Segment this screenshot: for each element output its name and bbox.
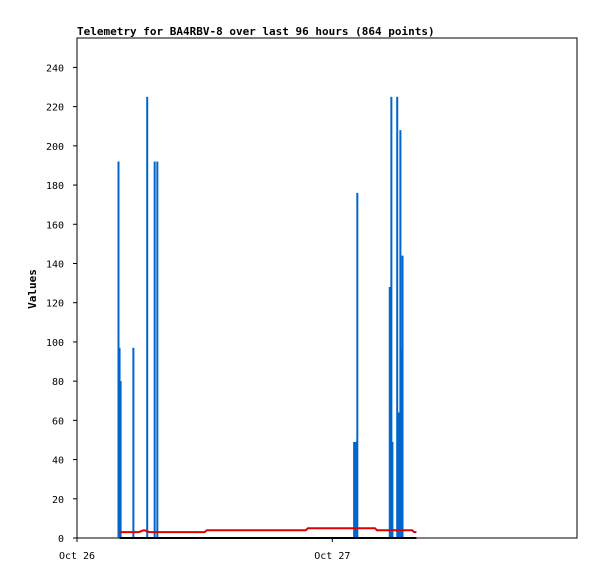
data-bar: [390, 96, 393, 538]
y-tick-label: 80: [52, 377, 64, 388]
y-axis: 0 20 40 60 80 100 120 140 160 180 200 220 240: [46, 63, 77, 545]
data-bar: [156, 161, 159, 538]
chart-title: Telemetry for BA4RBV-8 over last 96 hour…: [77, 25, 435, 38]
data-bar: [132, 347, 135, 538]
data-bar: [388, 287, 391, 538]
y-tick-label: 220: [46, 103, 64, 114]
y-tick-label: 120: [46, 299, 64, 310]
x-axis: Oct 26 Oct 27: [59, 538, 350, 562]
data-bar: [119, 381, 122, 538]
plot-area: [117, 96, 417, 539]
y-tick-label: 180: [46, 181, 64, 192]
y-tick-label: 140: [46, 259, 64, 270]
data-bar: [118, 347, 121, 538]
y-tick-label: 60: [52, 416, 64, 427]
y-tick-label: 40: [52, 456, 64, 467]
data-bar: [354, 441, 357, 538]
y-tick-label: 0: [58, 534, 64, 545]
y-tick-label: 160: [46, 220, 64, 231]
data-bar: [353, 441, 356, 538]
data-bar: [399, 130, 402, 538]
y-tick-label: 20: [52, 495, 64, 506]
plot-frame: [76, 37, 578, 539]
data-bar: [401, 255, 404, 538]
data-bar: [396, 96, 399, 538]
data-bar: [397, 412, 400, 538]
y-tick-label: 240: [46, 63, 64, 74]
data-bar: [146, 96, 149, 538]
data-bar: [400, 347, 403, 538]
y-tick-label: 100: [46, 338, 64, 349]
y-axis-label: Values: [26, 269, 39, 309]
x-tick-label: Oct 26: [59, 551, 95, 562]
data-bar: [391, 441, 394, 538]
y-tick-label: 200: [46, 142, 64, 153]
data-bar: [356, 192, 359, 538]
x-tick-label: Oct 27: [314, 551, 350, 562]
data-bar: [117, 161, 120, 538]
data-bar: [153, 161, 156, 538]
data-line: [119, 527, 417, 534]
